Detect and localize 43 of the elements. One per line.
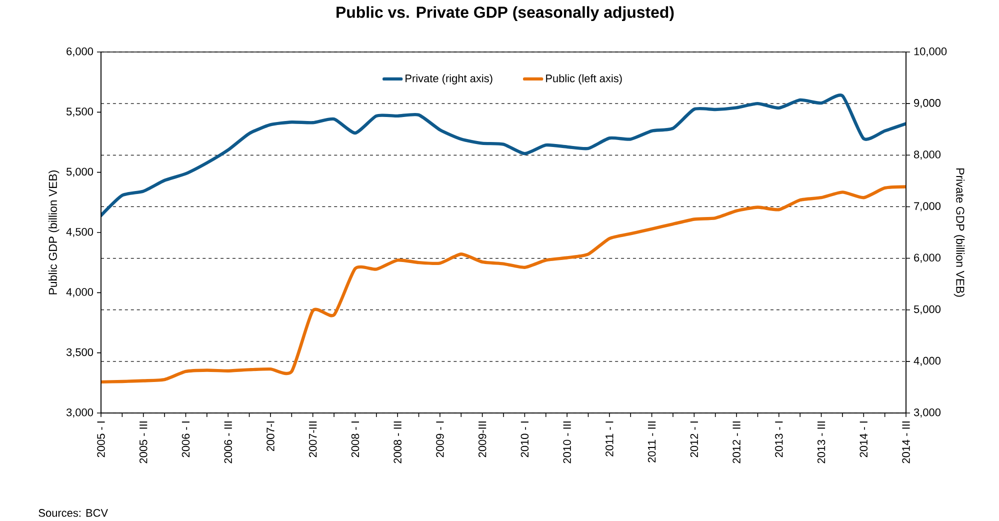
- y-tick-label: 3,000: [66, 408, 94, 418]
- x-tick-label: 2006 - III: [224, 422, 232, 464]
- x-tick-label: 2007-III: [308, 422, 317, 458]
- x-tick-label: 2009-III: [478, 422, 486, 458]
- source-note: Sources: BCV: [38, 509, 108, 517]
- x-tick-label: 2013 - I: [775, 422, 783, 458]
- x-tick-label: 2005 - I: [97, 422, 105, 458]
- x-tick-label: 2014 - III: [902, 422, 910, 464]
- y-axis-title: Public GDP (billion VEB): [48, 170, 60, 294]
- x-tick-label: 2013 - III: [817, 422, 826, 464]
- y2-tick-label: 10,000: [914, 47, 947, 57]
- legend-label: Private (right axis): [406, 74, 492, 84]
- x-tick-label: 2010 - III: [563, 422, 571, 464]
- x-tick-label: 2010 - I: [520, 422, 529, 458]
- y-tick-label: 4,000: [66, 288, 94, 298]
- x-tick-label: 2012 - III: [732, 422, 740, 464]
- x-tick-label: 2012 - I: [690, 422, 698, 458]
- y-tick-label: 5,000: [66, 168, 94, 177]
- x-tick-label: 2009 - I: [436, 422, 444, 458]
- y2-tick-label: 3,000: [914, 408, 941, 418]
- y-tick-label: 4,500: [66, 228, 94, 238]
- line-series: [101, 185, 906, 384]
- y-tick-label: 3,500: [66, 348, 94, 358]
- line-series: [101, 94, 906, 218]
- y-tick-label: 6,000: [66, 47, 94, 57]
- x-tick-label: 2011 - III: [648, 422, 656, 462]
- y2-axis-title: Private GDP (billion VEB): [954, 168, 965, 297]
- y2-tick-label: 8,000: [914, 150, 941, 160]
- x-tick-label: 2005 - III: [140, 422, 148, 464]
- x-tick-label: 2007-I: [266, 422, 274, 452]
- x-tick-label: 2006 - I: [182, 422, 190, 458]
- x-tick-label: 2011 - I: [606, 422, 614, 456]
- x-tick-label: 2008 - III: [394, 422, 402, 464]
- y-tick-label: 5,500: [66, 108, 94, 117]
- y2-tick-label: 9,000: [914, 99, 941, 108]
- y2-tick-label: 5,000: [914, 305, 941, 314]
- y2-tick-label: 7,000: [914, 202, 941, 212]
- y2-tick-label: 6,000: [914, 254, 941, 263]
- legend-label: Public (left axis): [546, 74, 622, 84]
- x-tick-label: 2014 - I: [860, 422, 868, 458]
- x-tick-label: 2008 - I: [351, 422, 360, 458]
- y2-tick-label: 4,000: [914, 356, 941, 366]
- chart-title: Public vs. Private GDP (seasonally adjusted): [336, 6, 674, 22]
